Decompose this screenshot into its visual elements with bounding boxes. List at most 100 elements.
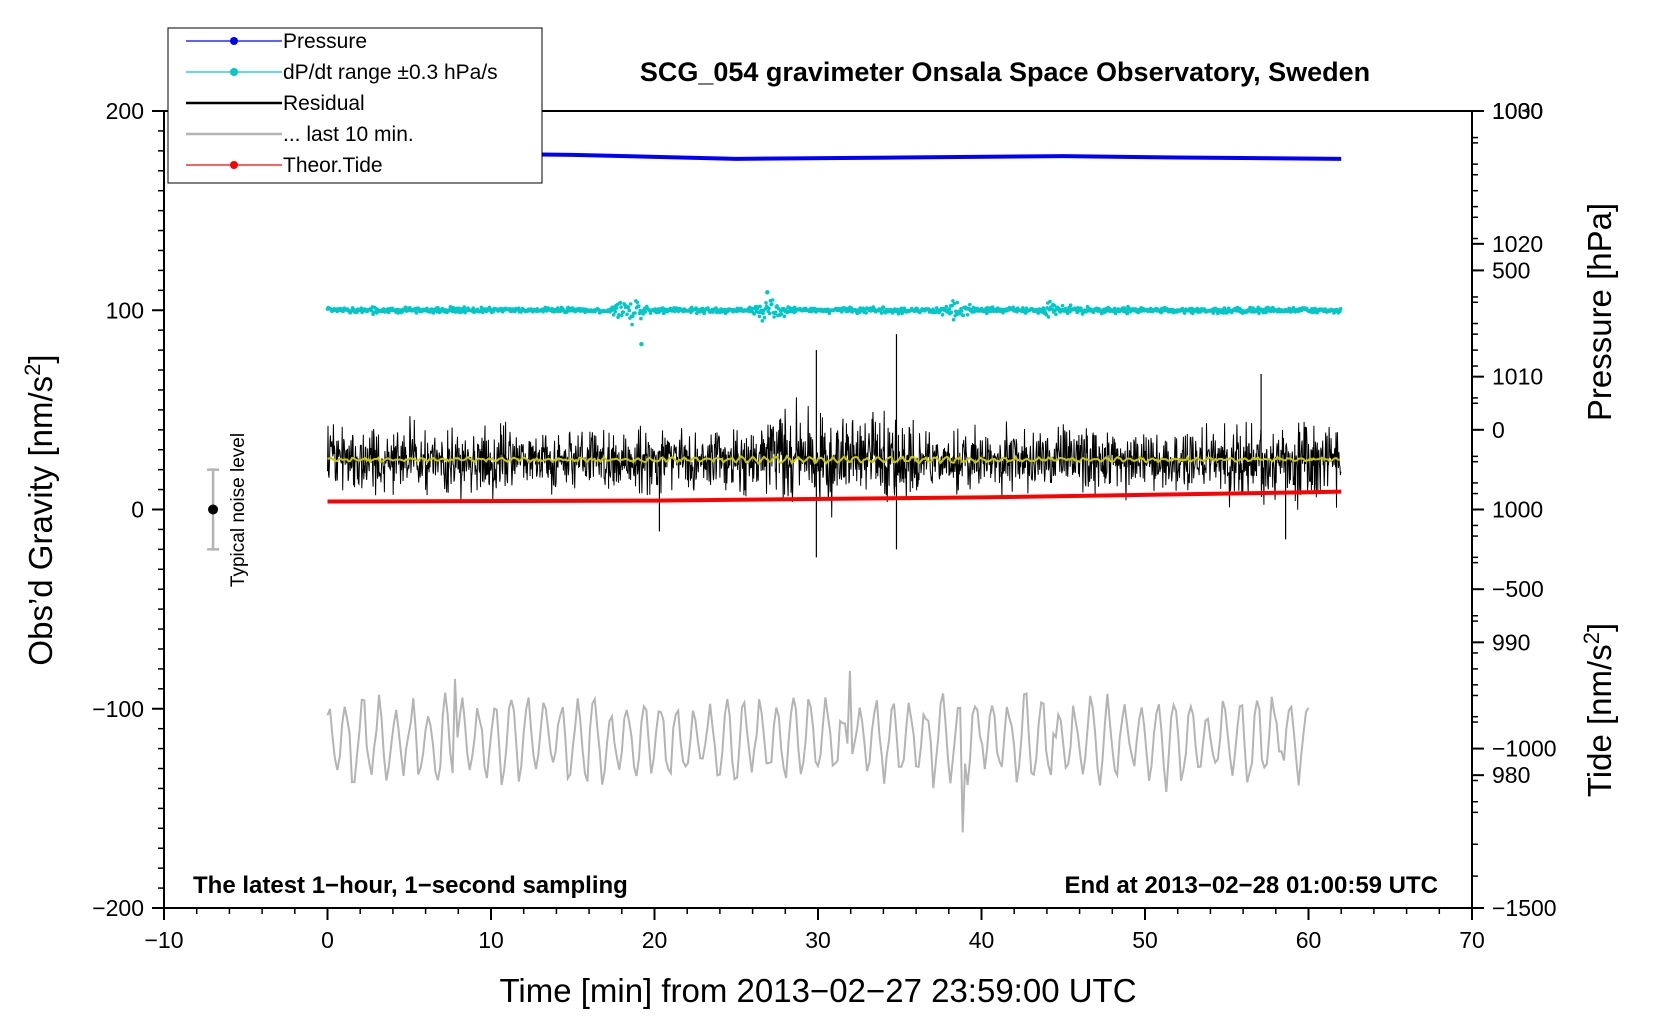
dpdt-point (628, 302, 633, 306)
x-tick-label: 60 (1296, 927, 1322, 953)
pressure-tick-label: 1000 (1492, 497, 1543, 523)
dpdt-point (1043, 308, 1047, 313)
dpdt-point (940, 313, 945, 317)
dpdt-point (414, 311, 419, 315)
dpdt-point (756, 310, 761, 315)
dpdt-point (543, 305, 548, 310)
dpdt-point (1044, 312, 1049, 317)
legend-item: Residual (186, 92, 365, 115)
dpdt-point (695, 311, 699, 316)
y-tick-label: 0 (131, 497, 144, 523)
dpdt-point (1182, 311, 1187, 315)
residual-line (327, 397, 1342, 518)
pressure-tick-label: 990 (1492, 629, 1530, 655)
dpdt-point (758, 304, 762, 309)
dpdt-outlier (765, 290, 770, 295)
dpdt-point (947, 307, 951, 311)
noise-level-dot (208, 504, 219, 515)
dpdt-point (621, 310, 626, 314)
dpdt-outlier (639, 341, 644, 347)
dpdt-point (1011, 305, 1015, 310)
series-layer (325, 150, 1343, 833)
dpdt-point (951, 317, 956, 322)
y-tick-label: −200 (92, 895, 144, 921)
legend-item: Pressure (186, 30, 367, 53)
dpdt-point (968, 302, 972, 307)
dpdt-point (613, 309, 617, 314)
dpdt-point (965, 313, 970, 317)
dpdt-point (752, 312, 756, 316)
dpdt-point (1046, 315, 1051, 319)
dpdt-point (609, 308, 614, 313)
dpdt-point (772, 315, 776, 319)
plot-frame (163, 110, 1473, 909)
dpdt-point (757, 314, 762, 319)
dpdt-point (990, 305, 995, 310)
legend-label: Pressure (283, 30, 367, 53)
legend-item: dP/dt range ±0.3 hPa/s (186, 61, 498, 84)
dpdt-point (1251, 306, 1255, 310)
dpdt-point (864, 311, 868, 315)
pressure-tick-label: 980 (1492, 762, 1530, 788)
tide-tick-label: 500 (1492, 257, 1530, 283)
legend-box (167, 27, 543, 184)
dpdt-point (611, 313, 616, 317)
pressure-tick-label: 1030 (1492, 98, 1543, 124)
y-tick-label: 100 (106, 297, 144, 323)
dpdt-point (630, 322, 634, 327)
dpdt-point (648, 311, 653, 315)
dpdt-point (633, 311, 637, 315)
dpdt-point (764, 301, 768, 305)
x-tick-label: −10 (144, 927, 183, 953)
dpdt-point (773, 310, 778, 315)
dpdt-point (879, 311, 884, 315)
dpdt-point (770, 298, 775, 302)
x-tick-label: 20 (642, 927, 668, 953)
y-tick-label: −100 (92, 696, 144, 722)
smoothed-residual-line (327, 454, 1340, 466)
dpdt-point (760, 319, 765, 323)
dpdt-point (776, 306, 781, 311)
dpdt-point (770, 302, 774, 306)
dpdt-point (827, 311, 832, 316)
pressure-tick-label: 1020 (1492, 231, 1543, 257)
theor-tide-line (327, 489, 1342, 504)
dpdt-point (1048, 299, 1052, 304)
legend-marker (230, 37, 238, 45)
dpdt-point (625, 312, 629, 317)
dpdt-point (403, 305, 408, 310)
dpdt-point (620, 313, 624, 318)
dpdt-point (951, 299, 955, 303)
legend-label: dP/dt range ±0.3 hPa/s (283, 61, 498, 84)
dpdt-point (619, 305, 623, 309)
dpdt-point (1057, 306, 1061, 311)
dpdt-point (639, 316, 643, 321)
x-tick-label: 70 (1459, 927, 1485, 953)
legend-marker (230, 68, 238, 76)
x-tick-label: 50 (1132, 927, 1158, 953)
dpdt-point (944, 304, 949, 309)
legend-marker (230, 161, 238, 169)
tide-tick-label: −1500 (1492, 895, 1557, 921)
dpdt-point (617, 313, 621, 317)
tide-axis-title: Tide [nm/s2] (1579, 623, 1618, 797)
dpdt-point (1052, 303, 1057, 308)
dpdt-point (631, 314, 635, 319)
legend-label: ... last 10 min. (283, 123, 414, 146)
dpdt-point (762, 315, 767, 320)
dpdt-point (627, 308, 631, 313)
noise-level-indicator: Typical noise level (207, 433, 249, 587)
dpdt-point (1068, 303, 1073, 308)
x-tick-label: 0 (321, 927, 334, 953)
tide-tick-label: −1000 (1492, 736, 1557, 762)
tide-tick-label: −500 (1492, 576, 1544, 602)
x-tick-label: 30 (805, 927, 831, 953)
dpdt-point (643, 310, 648, 314)
pressure-line (327, 150, 1342, 161)
dpdt-point (761, 311, 765, 316)
dpdt-point (1125, 311, 1130, 316)
dpdt-point (635, 300, 640, 305)
chart-title: SCG_054 gravimeter Onsala Space Observat… (640, 57, 1370, 87)
dpdt-point (954, 309, 958, 314)
dpdt-point (448, 305, 453, 309)
